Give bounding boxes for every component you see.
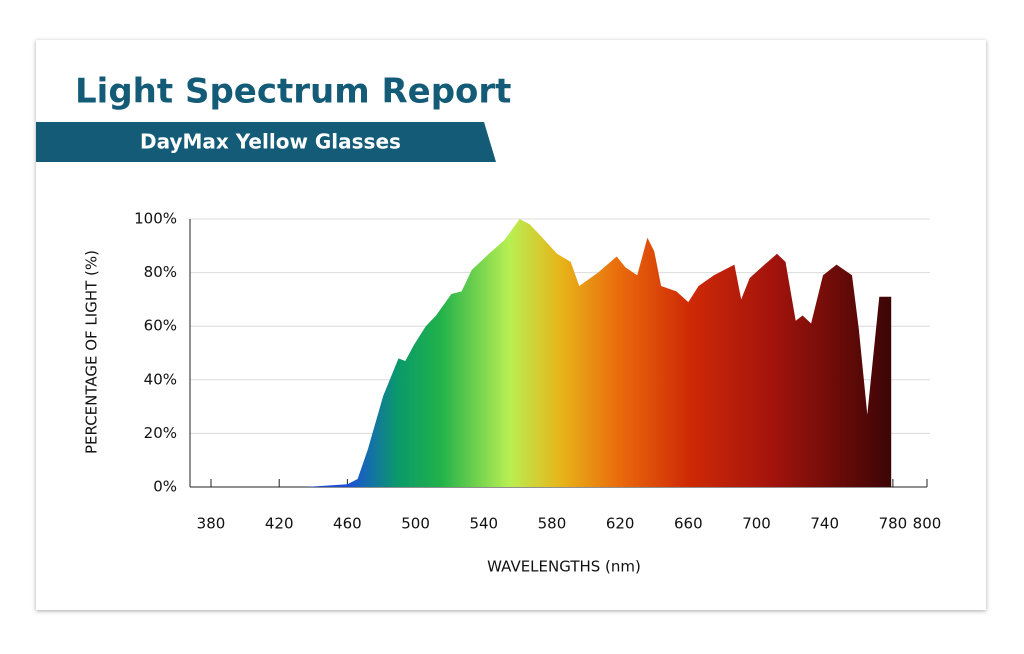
x-axis-title: WAVELENGTHS (nm) [487, 558, 641, 576]
x-tick-label: 800 [913, 515, 942, 533]
subtitle-banner [36, 122, 496, 162]
x-tick-label: 460 [333, 515, 362, 533]
x-tick-label: 420 [265, 515, 294, 533]
y-tick-label: 20% [144, 424, 177, 442]
spectrum-area [304, 219, 892, 487]
x-tick-label: 660 [674, 515, 703, 533]
x-tick-label: 500 [401, 515, 430, 533]
y-axis-title: PERCENTAGE OF LIGHT (%) [83, 250, 101, 454]
y-tick-label: 100% [134, 210, 177, 228]
x-tick-label: 700 [742, 515, 771, 533]
chart-subtitle: DayMax Yellow Glasses [140, 130, 401, 154]
y-tick-label: 80% [144, 263, 177, 281]
x-tick-label: 740 [810, 515, 839, 533]
y-tick-label: 0% [153, 478, 177, 496]
y-tick-label: 60% [144, 317, 177, 335]
x-tick-label: 580 [538, 515, 567, 533]
x-tick-label: 380 [197, 515, 226, 533]
y-tick-label: 40% [144, 370, 177, 388]
x-tick-label: 540 [469, 515, 498, 533]
x-tick-label: 780 [879, 515, 908, 533]
x-tick-label: 620 [606, 515, 635, 533]
chart-title: Light Spectrum Report [75, 72, 511, 112]
